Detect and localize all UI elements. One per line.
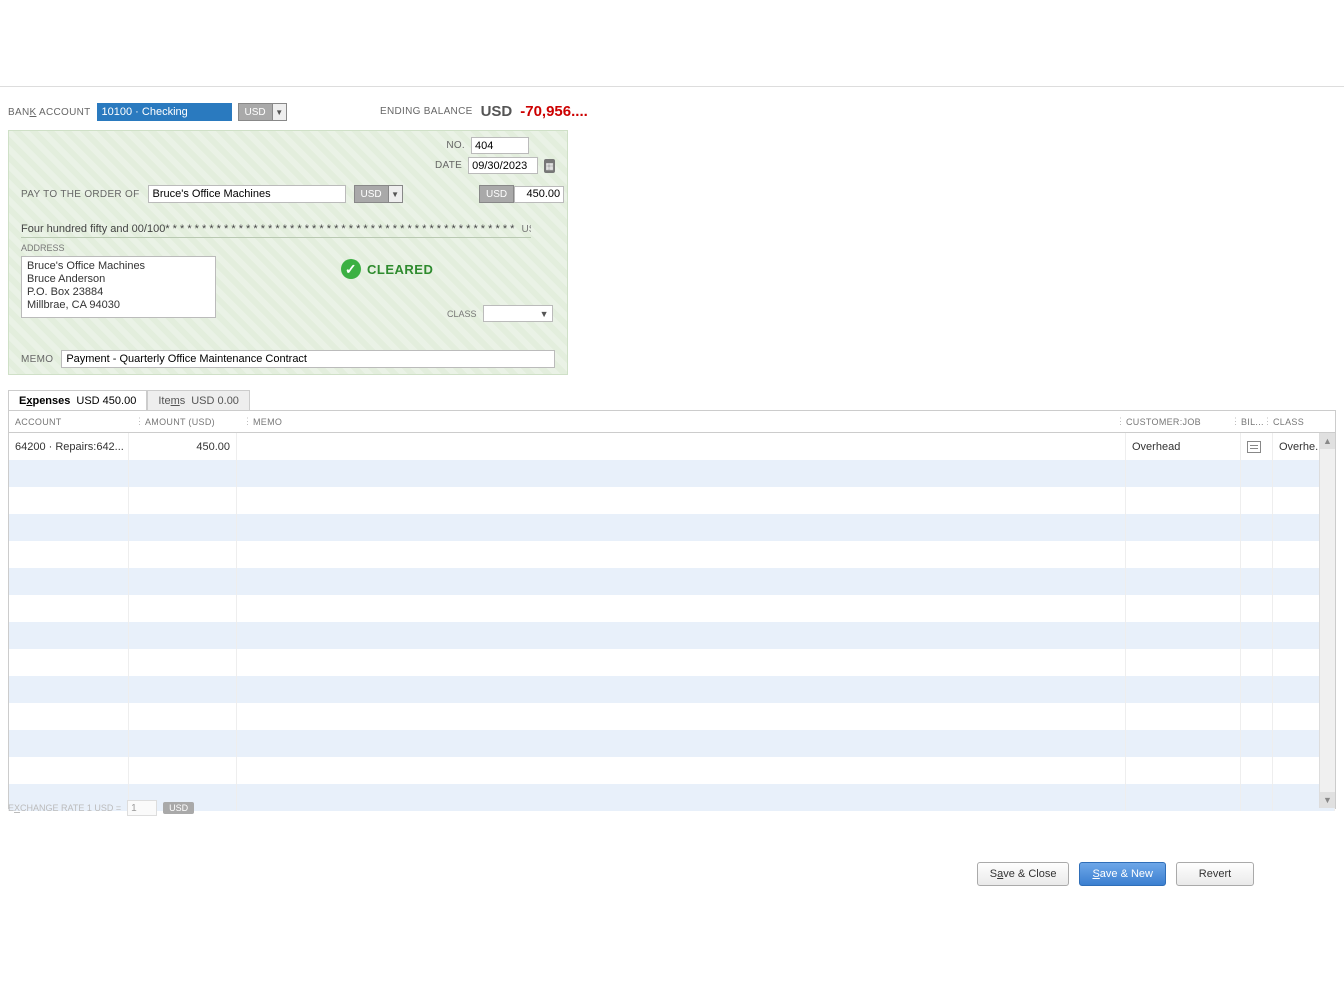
save-close-button[interactable]: Save & Close [977, 862, 1070, 886]
table-row[interactable] [9, 676, 1335, 703]
table-row[interactable] [9, 487, 1335, 514]
header-bank-row: BANK ACCOUNT 10100 · Checking USD ▼ [8, 103, 287, 121]
cell-amount[interactable]: 450.00 [129, 433, 237, 460]
addr-line: Bruce's Office Machines [27, 260, 210, 273]
cell-memo[interactable] [237, 433, 1126, 460]
bank-account-select[interactable]: 10100 · Checking [97, 103, 232, 121]
cell-billable[interactable] [1241, 433, 1273, 460]
memo-input[interactable] [61, 350, 555, 368]
ending-balance-label: ENDING BALANCE [380, 106, 473, 117]
bank-currency-badge[interactable]: USD ▼ [238, 103, 287, 121]
amount-curr-label: USD [480, 189, 513, 200]
col-billable[interactable]: ⋮BIL... [1225, 411, 1257, 432]
cleared-stamp: ✓ CLEARED [341, 259, 433, 279]
col-account[interactable]: ACCOUNT [9, 411, 129, 432]
table-row[interactable] [9, 649, 1335, 676]
amount-in-words: Four hundred fifty and 00/100* * * * * *… [21, 223, 531, 238]
exchange-curr-badge: USD [163, 802, 194, 814]
billable-icon [1247, 441, 1261, 453]
table-row[interactable] [9, 622, 1335, 649]
address-label: ADDRESS [21, 243, 65, 253]
address-box[interactable]: Bruce's Office Machines Bruce Anderson P… [21, 256, 216, 318]
class-select[interactable]: ▼ [483, 305, 553, 322]
table-row[interactable] [9, 703, 1335, 730]
ending-balance-amount: -70,956.... [520, 103, 588, 120]
tab-items[interactable]: Items USD 0.00 [147, 390, 250, 411]
scroll-up-icon[interactable]: ▲ [1320, 433, 1335, 449]
table-row[interactable] [9, 541, 1335, 568]
expense-grid: ACCOUNT ⋮AMOUNT (USD) ⋮MEMO ⋮CUSTOMER:JO… [8, 410, 1336, 809]
col-customer[interactable]: ⋮CUSTOMER:JOB [1110, 411, 1225, 432]
table-row[interactable] [9, 595, 1335, 622]
save-new-button[interactable]: Save & New [1079, 862, 1166, 886]
addr-line: Millbrae, CA 94030 [27, 299, 210, 312]
chevron-down-icon[interactable]: ▼ [388, 186, 402, 202]
check-no-label: NO. [435, 140, 465, 151]
check-date-label: DATE [435, 160, 462, 171]
check-no-input[interactable] [471, 137, 529, 154]
chevron-down-icon[interactable]: ▼ [272, 104, 286, 120]
check-panel: NO. DATE ▦ PAY TO THE ORDER OF USD ▼ USD… [8, 130, 568, 375]
class-label: CLASS [447, 309, 477, 319]
grid-header: ACCOUNT ⋮AMOUNT (USD) ⋮MEMO ⋮CUSTOMER:JO… [9, 411, 1335, 433]
exchange-rate-row: EXCHANGE RATE 1 USD = USD [8, 800, 194, 816]
scroll-down-icon[interactable]: ▼ [1320, 792, 1335, 808]
payee-curr-label: USD [355, 189, 388, 200]
grid-scrollbar[interactable]: ▲ ▼ [1319, 433, 1335, 808]
grid-body: 64200 · Repairs:642... 450.00 Overhead O… [9, 433, 1335, 808]
bank-account-label: BANK ACCOUNT [8, 107, 91, 118]
exchange-label: EXCHANGE RATE 1 USD = [8, 803, 121, 813]
detail-tabs: Expenses USD 450.00 Items USD 0.00 [8, 390, 250, 411]
check-amount-input[interactable] [514, 186, 564, 203]
payee-input[interactable] [148, 185, 346, 203]
exchange-rate-input[interactable] [127, 800, 157, 816]
col-memo[interactable]: ⋮MEMO [237, 411, 1110, 432]
addr-line: P.O. Box 23884 [27, 286, 210, 299]
table-row[interactable]: 64200 · Repairs:642... 450.00 Overhead O… [9, 433, 1335, 460]
calendar-icon[interactable]: ▦ [544, 159, 555, 173]
pay-to-label: PAY TO THE ORDER OF [21, 189, 140, 200]
payee-currency-badge[interactable]: USD ▼ [354, 185, 403, 203]
ending-balance-curr: USD [481, 103, 513, 120]
cell-customer[interactable]: Overhead [1126, 433, 1241, 460]
table-row[interactable] [9, 730, 1335, 757]
table-row[interactable] [9, 514, 1335, 541]
amount-curr-badge: USD [479, 185, 514, 203]
table-row[interactable] [9, 784, 1335, 811]
col-amount[interactable]: ⋮AMOUNT (USD) [129, 411, 237, 432]
tab-expenses[interactable]: Expenses USD 450.00 [8, 390, 147, 411]
col-class[interactable]: ⋮CLASS [1257, 411, 1319, 432]
bank-currency-label: USD [239, 107, 272, 118]
ending-balance: ENDING BALANCE USD -70,956.... [380, 103, 588, 120]
action-buttons: Save & Close Save & New Revert [977, 862, 1254, 886]
revert-button[interactable]: Revert [1176, 862, 1254, 886]
cell-account[interactable]: 64200 · Repairs:642... [9, 433, 129, 460]
memo-label: MEMO [21, 354, 53, 365]
check-date-input[interactable] [468, 157, 538, 174]
check-circle-icon: ✓ [341, 259, 361, 279]
table-row[interactable] [9, 460, 1335, 487]
table-row[interactable] [9, 757, 1335, 784]
addr-line: Bruce Anderson [27, 273, 210, 286]
table-row[interactable] [9, 568, 1335, 595]
